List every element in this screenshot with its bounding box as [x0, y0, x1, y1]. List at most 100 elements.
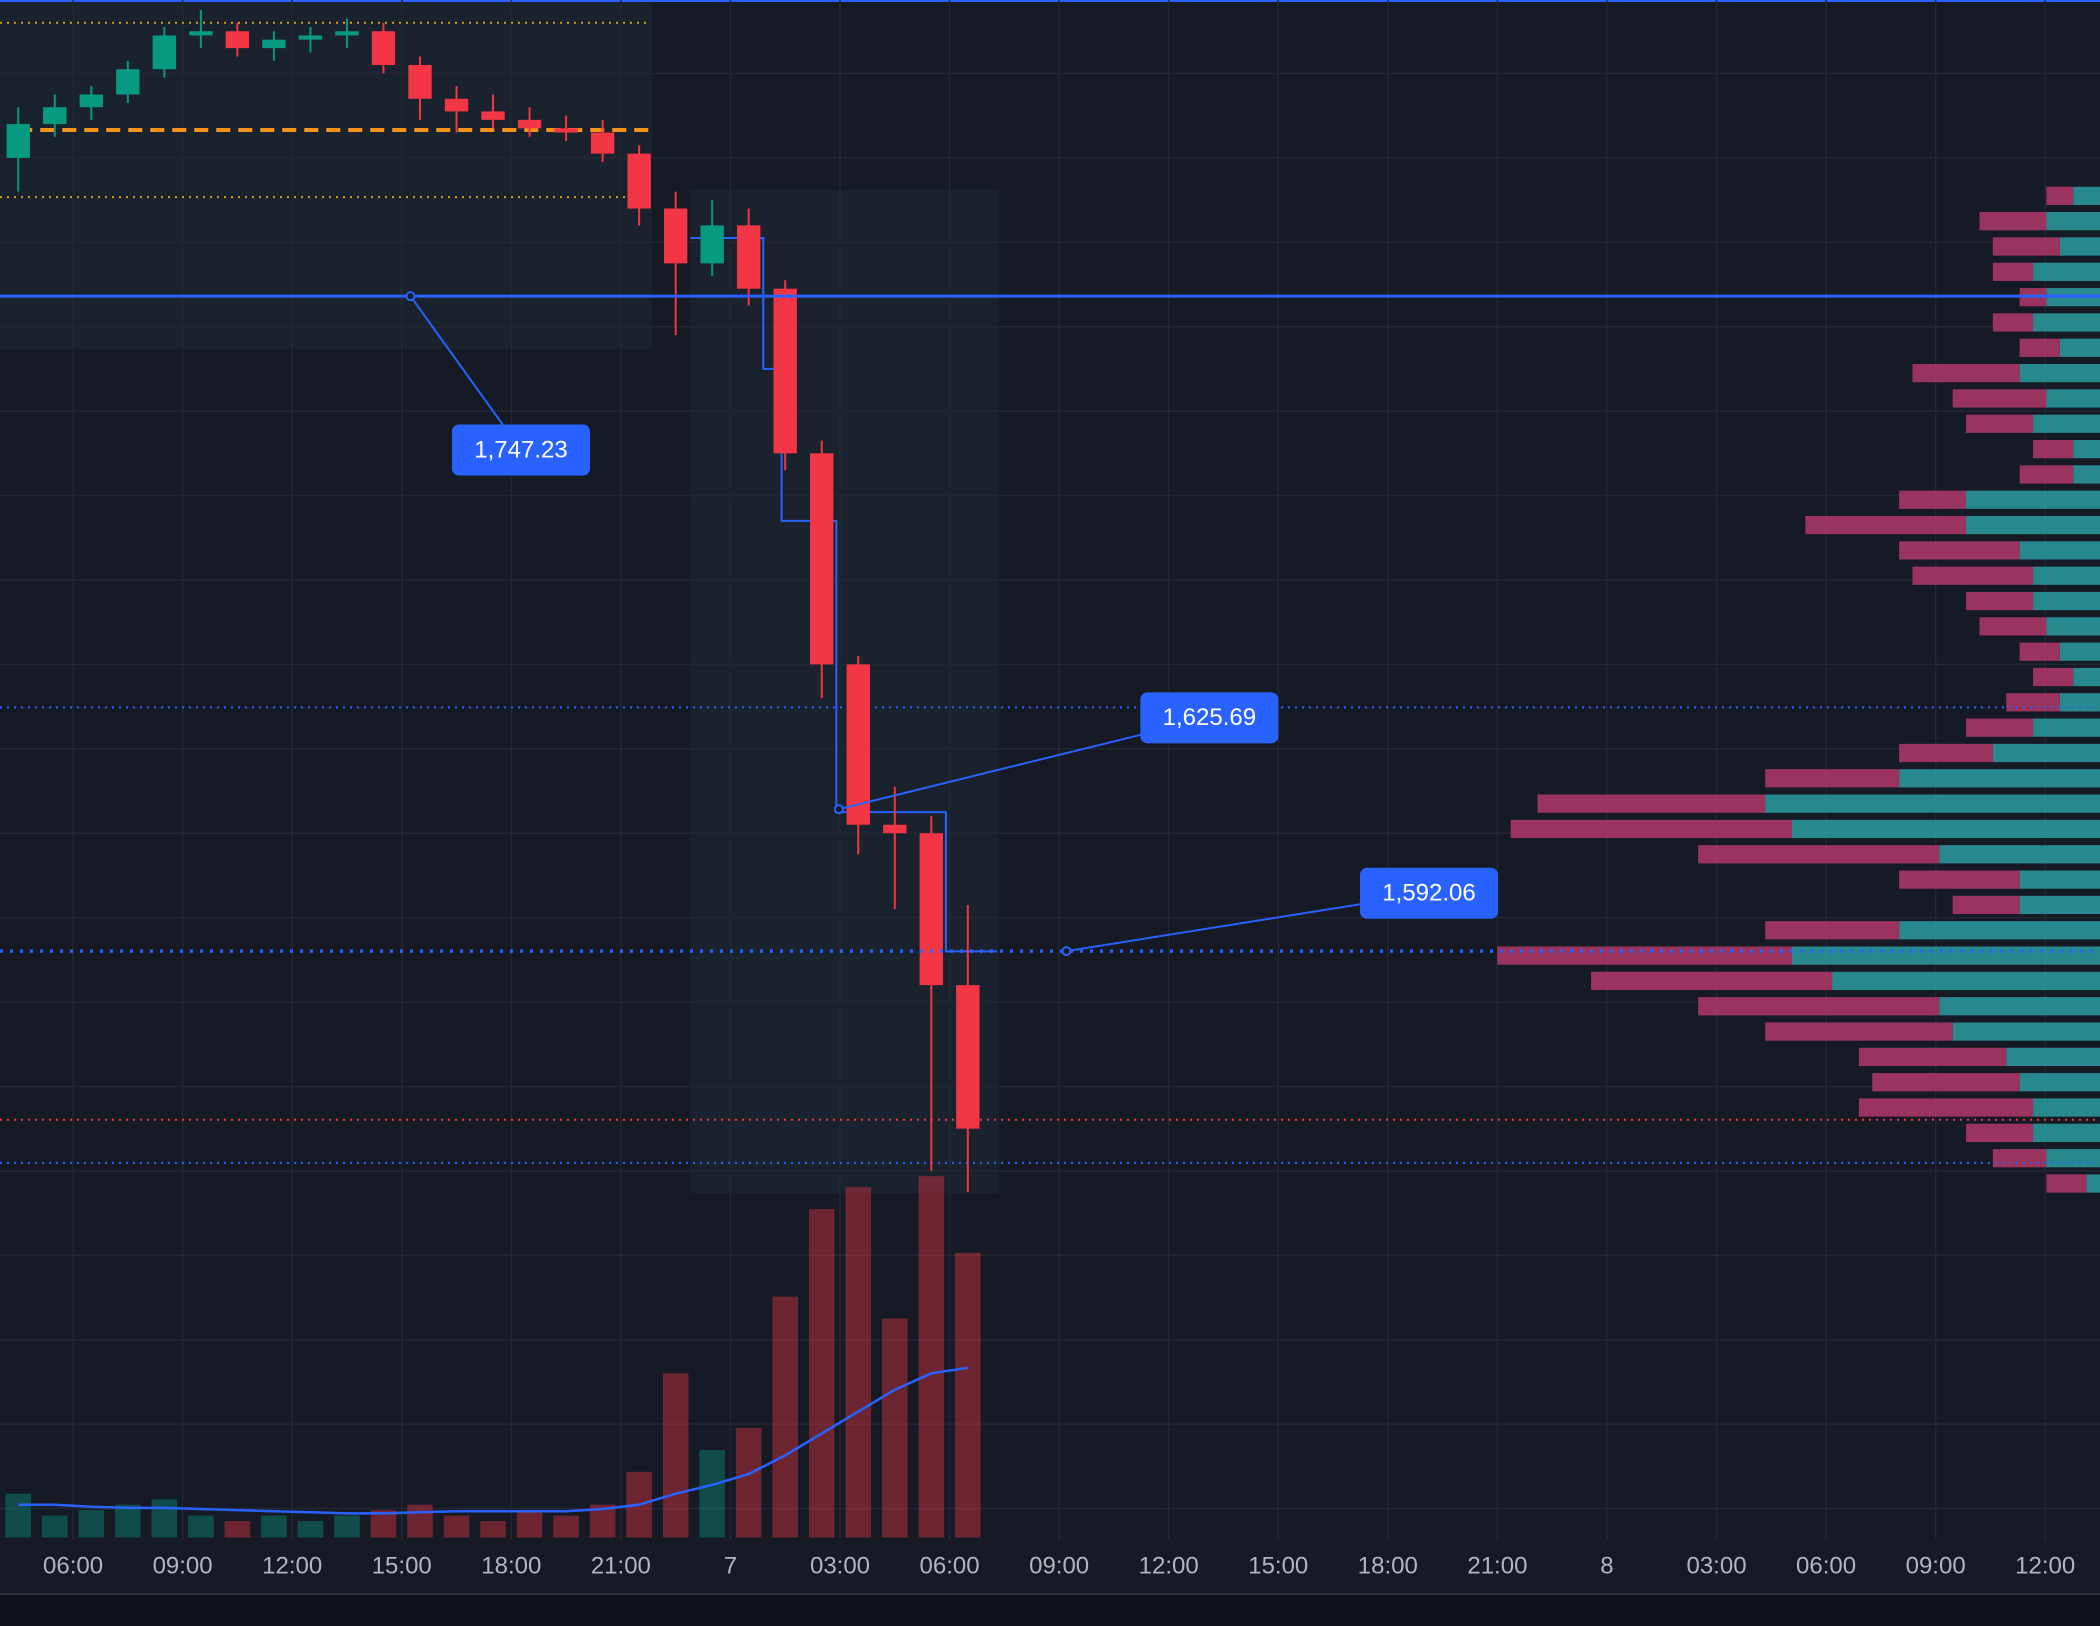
profile-sell [2006, 693, 2060, 712]
status-strip [0, 1594, 2100, 1626]
levels [0, 21, 2100, 1164]
profile-sell [2046, 1174, 2087, 1193]
profile-sell [1966, 1123, 2034, 1142]
profile-buy [2033, 566, 2100, 585]
candle-body [79, 94, 103, 108]
profile-sell [1899, 743, 1993, 763]
profile-sell [1805, 515, 1967, 535]
profile-sell [1899, 490, 1967, 509]
profile-buy [2059, 237, 2100, 256]
profile-sell [1698, 845, 1940, 864]
profile-buy [2019, 364, 2100, 383]
profile-sell [1979, 617, 2047, 636]
candle-body [152, 35, 177, 70]
profile-sell [1912, 364, 2020, 383]
profile-sell [1992, 237, 2060, 256]
volume-bar [955, 1252, 981, 1538]
volume-bar [115, 1504, 141, 1538]
candle-body [554, 128, 578, 133]
profile-sell [1591, 971, 1833, 991]
volume-bar [735, 1428, 762, 1538]
profile-sell [1992, 1149, 2047, 1168]
x-tick-label: 8 [1600, 1552, 1613, 1579]
profile-buy [2046, 212, 2100, 231]
profile-buy [2086, 1174, 2100, 1193]
volume-bar [918, 1176, 945, 1538]
candle-body [517, 119, 542, 129]
x-tick-label: 21:00 [1467, 1552, 1527, 1579]
profile-buy [2059, 642, 2100, 661]
profile-buy [1952, 1022, 2100, 1041]
profile-buy [1899, 769, 2100, 788]
volume-bar [42, 1515, 68, 1538]
session-box [0, 0, 652, 349]
x-tick-label: 21:00 [591, 1552, 651, 1579]
volume-bar [882, 1318, 908, 1538]
profile-buy [1939, 845, 2100, 864]
profile-buy [2046, 1149, 2100, 1168]
candle-body [737, 225, 761, 289]
profile-buy [2073, 186, 2100, 205]
profile-buy [2073, 667, 2100, 687]
profile-sell [1899, 870, 2020, 889]
profile-sell [1952, 895, 2020, 915]
x-tick-label: 7 [724, 1552, 737, 1579]
profile-buy [2073, 465, 2100, 484]
x-tick-label: 03:00 [1686, 1552, 1746, 1579]
x-tick-label: 12:00 [262, 1552, 322, 1579]
profile-buy [1939, 997, 2100, 1016]
candle-body [663, 208, 688, 264]
anchor-point [1061, 946, 1072, 957]
profile-buy [1966, 515, 2100, 535]
volume-bar [662, 1373, 689, 1538]
profile-sell [2019, 465, 2074, 484]
volume-bar [5, 1493, 32, 1538]
profile-sell [1992, 313, 2034, 332]
profile-buy [2033, 591, 2100, 611]
candle-body [919, 833, 943, 986]
x-axis: 06:00 09:00 12:00 15:00 18:00 21:00 7 03:00 06:0… [43, 1552, 2075, 1579]
profile-sell [1698, 997, 1940, 1016]
candle-body [6, 124, 30, 158]
volume-bar [845, 1187, 872, 1538]
profile-buy [2019, 895, 2100, 915]
volume-bar [297, 1521, 324, 1538]
profile-buy [2046, 389, 2100, 408]
volume-bar [808, 1209, 835, 1538]
profile-buy [2006, 1047, 2100, 1067]
candle-body [956, 985, 980, 1129]
volume-bar [78, 1510, 105, 1538]
candle-body [810, 453, 834, 665]
x-tick-label: 09:00 [153, 1552, 213, 1579]
profile-buy [1791, 819, 2100, 839]
volume-bar [188, 1515, 214, 1538]
candle-body [481, 111, 505, 120]
candle-body [225, 31, 250, 49]
profile-sell [1765, 769, 1900, 788]
profile-sell [2033, 439, 2074, 459]
price-label: 1,747.23 [474, 436, 567, 463]
volume-pane [5, 1176, 981, 1538]
candles [6, 10, 980, 1192]
candle-body [700, 225, 724, 264]
price-label-box [1360, 867, 1499, 919]
profile-sell [1966, 591, 2034, 611]
volume-bar [553, 1515, 579, 1538]
volume-bar [516, 1510, 543, 1538]
profile-buy [2033, 414, 2100, 433]
x-tick-label: 15:00 [372, 1552, 432, 1579]
profile-buy [2033, 1123, 2100, 1142]
candle-body [883, 824, 907, 834]
profile-sell [1899, 541, 2020, 560]
profile-sell [1979, 212, 2047, 231]
x-tick-label: 09:00 [1029, 1552, 1089, 1579]
candle-body [408, 65, 432, 99]
profile-sell [1992, 262, 2034, 281]
profile-buy [2033, 262, 2100, 281]
session-box [690, 190, 999, 1193]
profile-buy [2019, 870, 2100, 889]
profile-sell [2019, 338, 2060, 357]
x-tick-label: 15:00 [1248, 1552, 1308, 1579]
profile-sell [1497, 946, 1792, 965]
volume-bar [261, 1515, 287, 1538]
